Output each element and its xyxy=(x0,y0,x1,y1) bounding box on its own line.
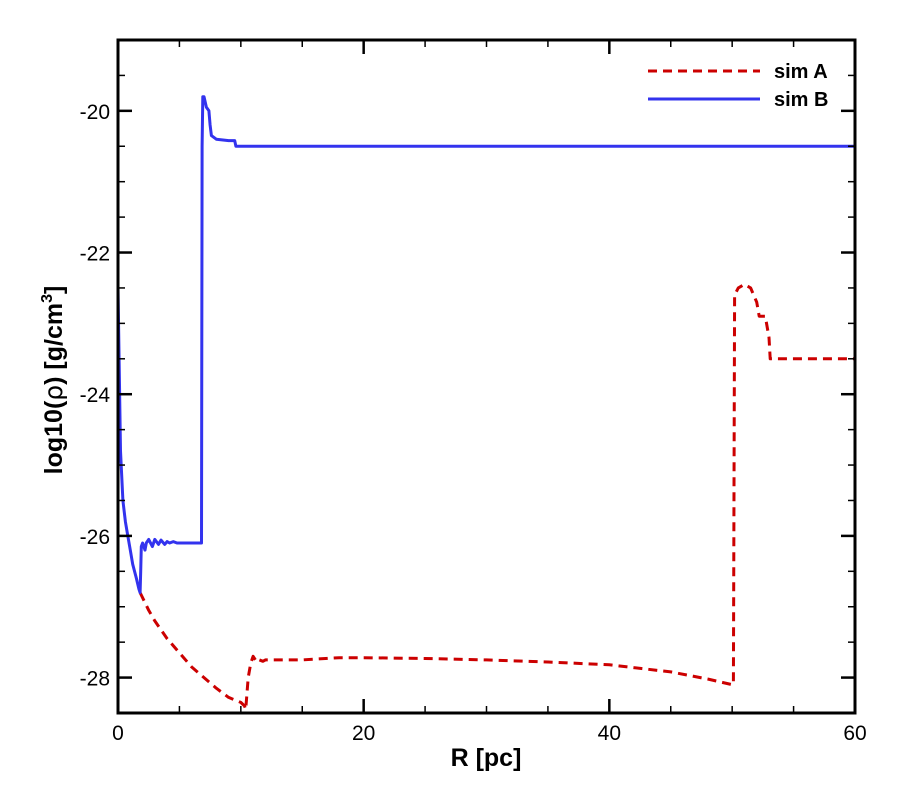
y-axis-title: log10(ρ) [g/cm3] xyxy=(39,286,68,475)
y-tick-label: -24 xyxy=(80,384,111,407)
y-tick-label: -20 xyxy=(80,101,110,124)
series-layer xyxy=(116,95,855,711)
legend-label-sim-a: sim A xyxy=(774,61,828,83)
tick-labels-layer: 0 20 40 60 -28 -26 -24 -22 -20 xyxy=(80,101,867,745)
plot-frame xyxy=(116,38,857,715)
y-tick-label: -22 xyxy=(80,243,110,266)
legend-label-sim-b: sim B xyxy=(774,89,828,111)
series-line-sim-a xyxy=(138,282,855,711)
x-tick-label: 60 xyxy=(843,722,866,745)
series-line-sim-b xyxy=(116,95,855,595)
x-tick-label: 40 xyxy=(598,722,621,745)
y-axis-title-part-1: log10( xyxy=(40,400,68,474)
x-axis-title: R [pc] xyxy=(451,744,522,772)
x-tick-label: 0 xyxy=(112,722,124,745)
y-tick-label: -28 xyxy=(80,668,110,691)
y-axis-title-part-2: ) [g/cm xyxy=(40,303,68,385)
x-tick-label: 20 xyxy=(352,722,375,745)
y-axis-title-part-3: ] xyxy=(40,286,68,294)
legend: sim A sim B xyxy=(648,61,828,111)
y-axis-title-exponent: 3 xyxy=(39,294,56,303)
y-tick-label: -26 xyxy=(80,526,110,549)
y-axis-title-rho: ρ xyxy=(39,385,68,401)
